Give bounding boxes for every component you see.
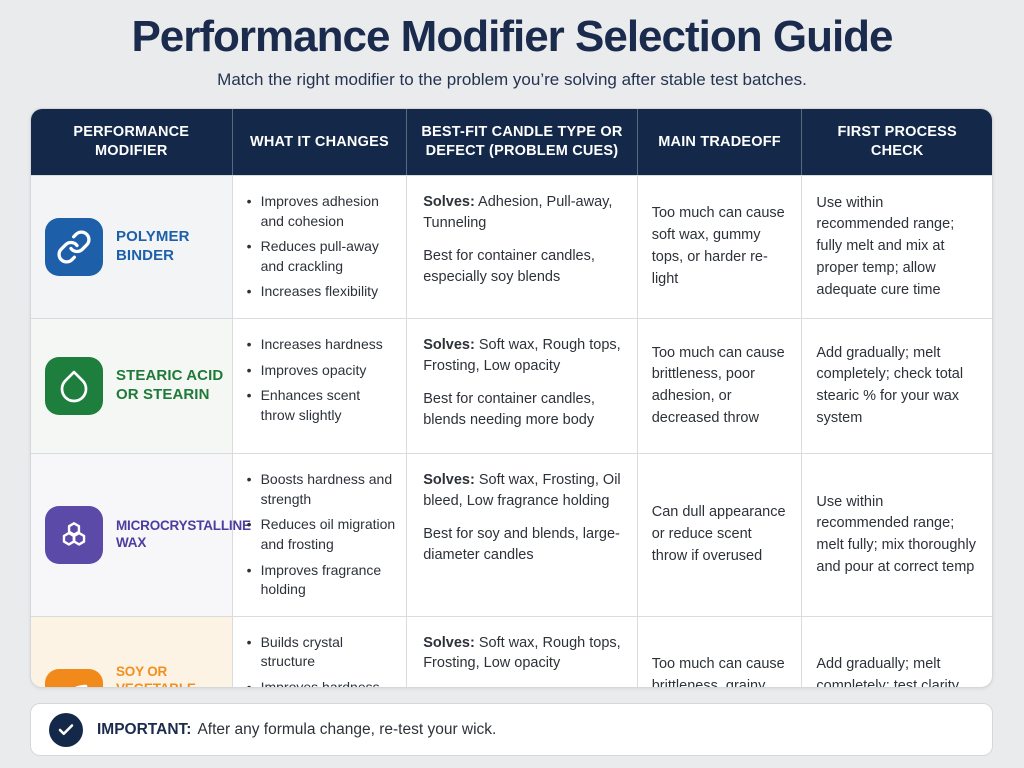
modifier-name: STEARIC ACID OR STEARIN [116, 367, 224, 404]
process-check-cell: Add gradually; melt completely; test cla… [802, 617, 992, 688]
change-item: Reduces oil migration and frosting [247, 515, 399, 554]
table-row-polymer-binder: POLYMER BINDER Improves adhesion and coh… [31, 175, 992, 318]
tradeoff-cell: Can dull appearance or reduce scent thro… [638, 454, 803, 616]
changes-cell: Increases hardness Improves opacity Enha… [233, 318, 408, 454]
change-item: Improves fragrance holding [247, 561, 399, 600]
change-item: Enhances scent throw slightly [247, 386, 399, 425]
leaf-icon [45, 668, 103, 687]
tradeoff-cell: Too much can cause brittleness, grainy t… [638, 616, 803, 688]
important-message: After any formula change, re-test your w… [197, 720, 497, 738]
modifier-name: MICROCRYSTALLINE WAX [116, 518, 251, 551]
change-item: Builds crystal structure [247, 633, 399, 672]
header-first-process-check: FIRST PROCESS CHECK [837, 124, 957, 159]
selection-guide-table: PERFORMANCE MODIFIER WHAT IT CHANGES BES… [30, 108, 993, 688]
change-item: Increases flexibility [247, 282, 399, 302]
change-item: Improves hardness and top finish [247, 678, 399, 687]
solves-text: Soft wax, Rough tops, Frosting, Low opac… [423, 634, 621, 672]
process-check-text: Add gradually; melt completely; check to… [816, 344, 964, 426]
changes-cell: Builds crystal structure Improves hardne… [233, 616, 408, 687]
modifier-name: SOY OR VEGETABLE CRYSTAL MODIFIER [116, 663, 196, 687]
solves-label: Solves: [423, 194, 475, 210]
best-for-text: Best for container candles, especially s… [423, 248, 595, 285]
modifier-cell: MICROCRYSTALLINE WAX [31, 454, 251, 616]
process-check-cell: Use within recommended range; fully melt… [802, 176, 992, 318]
change-item: Reduces pull-away and crackling [247, 237, 399, 276]
solves-label: Solves: [423, 336, 475, 353]
best-fit-cell: Solves: Soft wax, Frosting, Oil bleed, L… [407, 454, 638, 616]
best-for-text: Best for container candles, blends needi… [423, 391, 595, 428]
modifier-cell: POLYMER BINDER [31, 176, 233, 318]
best-for-text: Best for soy or plant-based waxes and bl… [423, 687, 625, 688]
process-check-cell: Use within recommended range; melt fully… [802, 454, 992, 616]
best-fit-cell: Solves: Soft wax, Rough tops, Frosting, … [407, 318, 638, 454]
tradeoff-cell: Too much can cause soft wax, gummy tops,… [638, 176, 803, 318]
tradeoff-text: Can dull appearance or reduce scent thro… [651, 504, 786, 564]
changes-cell: Improves adhesion and cohesion Reduces p… [233, 176, 408, 318]
solves-text: Soft wax, Frosting, Oil bleed, Low fragr… [423, 472, 621, 509]
header-what-it-changes: WHAT IT CHANGES [233, 109, 408, 175]
solves-line: Solves: Adhesion, Pull-away, Tunneling [423, 192, 625, 233]
tradeoff-text: Too much can cause brittleness, poor adh… [651, 344, 785, 426]
table-row-stearic-acid: STEARIC ACID OR STEARIN Increases hardne… [31, 317, 992, 454]
process-check-text: Use within recommended range; melt fully… [816, 493, 976, 575]
chain-link-icon [45, 217, 103, 276]
change-item: Improves opacity [247, 361, 399, 381]
droplet-icon [45, 357, 103, 416]
important-label: IMPORTANT: [97, 720, 192, 738]
header-performance-modifier: PERFORMANCE MODIFIER [31, 109, 233, 175]
changes-cell: Boosts hardness and strength Reduces oil… [233, 454, 408, 616]
best-fit-cell: Solves: Adhesion, Pull-away, Tunneling B… [407, 176, 638, 318]
solves-line: Solves: Soft wax, Rough tops, Frosting, … [423, 633, 625, 674]
important-note-text: IMPORTANT: After any formula change, re-t… [97, 721, 496, 739]
solves-line: Solves: Soft wax, Rough tops, Frosting, … [423, 335, 625, 376]
best-fit-cell: Solves: Soft wax, Rough tops, Frosting, … [407, 616, 638, 688]
process-check-text: Add gradually; melt completely; test cla… [816, 656, 960, 688]
change-item: Improves adhesion and cohesion [247, 192, 399, 231]
table-row-soy-crystal-modifier: SOY OR VEGETABLE CRYSTAL MODIFIER Builds… [31, 615, 992, 688]
change-item: Boosts hardness and strength [247, 470, 399, 509]
table-row-microcrystalline-wax: MICROCRYSTALLINE WAX Boosts hardness and… [31, 453, 992, 616]
tradeoff-text: Too much can cause brittleness, grainy t… [651, 656, 785, 688]
modifier-cell: STEARIC ACID OR STEARIN [31, 318, 233, 454]
page-title: Performance Modifier Selection Guide [131, 12, 893, 61]
modifier-name: POLYMER BINDER [116, 228, 190, 264]
solves-line: Solves: Soft wax, Frosting, Oil bleed, L… [423, 470, 625, 511]
tradeoff-cell: Too much can cause brittleness, poor adh… [638, 318, 803, 454]
table-header-row: PERFORMANCE MODIFIER WHAT IT CHANGES BES… [31, 109, 992, 175]
important-note-banner: IMPORTANT: After any formula change, re-t… [30, 703, 993, 756]
change-item: Increases hardness [247, 335, 399, 355]
header-main-tradeoff: MAIN TRADEOFF [638, 109, 803, 175]
header-best-fit: BEST-FIT CANDLE TYPE OR DEFECT (PROBLEM … [407, 109, 638, 175]
solves-label: Solves: [423, 472, 475, 489]
honeycomb-icon [45, 506, 103, 565]
modifier-cell: SOY OR VEGETABLE CRYSTAL MODIFIER [31, 616, 233, 687]
process-check-cell: Add gradually; melt completely; check to… [802, 319, 992, 453]
page-subtitle: Match the right modifier to the problem … [217, 70, 807, 89]
tradeoff-text: Too much can cause soft wax, gummy tops,… [651, 205, 785, 287]
solves-label: Solves: [423, 634, 475, 651]
solves-text: Soft wax, Rough tops, Frosting, Low opac… [423, 336, 621, 374]
process-check-text: Use within recommended range; fully melt… [816, 194, 955, 298]
solves-text: Adhesion, Pull-away, Tunneling [423, 194, 613, 231]
checkmark-icon [49, 712, 83, 747]
best-for-text: Best for soy and blends, large-diameter … [423, 526, 620, 564]
